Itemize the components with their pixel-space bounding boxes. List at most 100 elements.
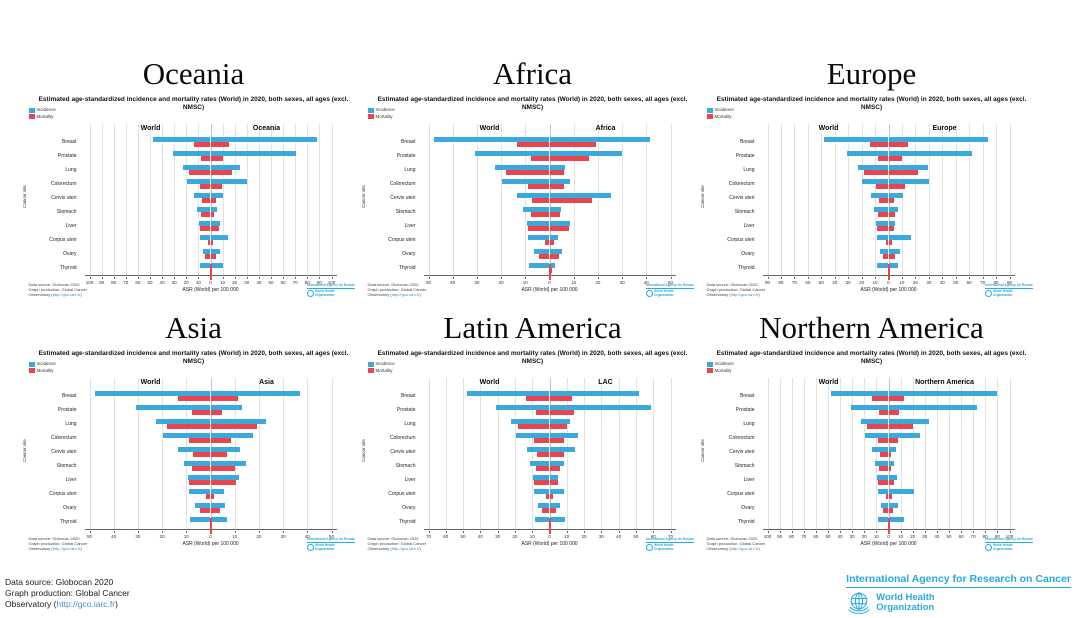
gridline (597, 124, 599, 275)
axis-tick-label: 40 (837, 534, 843, 539)
axis-tickmark (900, 531, 902, 533)
legend-item-mortality: Mortality (367, 114, 395, 121)
axis-tickmark (532, 531, 534, 533)
bar-right-incidence-thyroid (210, 517, 228, 522)
incidence-swatch-icon (706, 107, 713, 113)
chart-footnote-gco-link[interactable]: http://gco.iarc.fr (730, 292, 759, 297)
bar-right-mortality-corpus-uteri (210, 494, 214, 499)
data-source-line-2: Graph production: Global Cancer (5, 588, 130, 598)
bar-right-incidence-ovary (549, 503, 560, 508)
bar-left-incidence-corpus-uteri (877, 489, 889, 494)
chart-footnote-line-1: Data source: Globocan 2020 (367, 536, 419, 541)
zero-axis-marker (888, 264, 890, 280)
category-label-breast: Breast (401, 393, 416, 399)
bar-right-incidence-liver (549, 221, 570, 226)
chart-footnote-gco-link[interactable]: http://gco.iarc.fr (730, 546, 759, 551)
bar-right-incidence-breast (888, 391, 997, 396)
chart-footnote-line-3: Observatory (http://gco.iarc.fr) (707, 546, 766, 551)
legend-label-incidence: Incidence (714, 361, 734, 366)
bar-right-mortality-colorectum (888, 184, 906, 189)
bar-right-incidence-thyroid (210, 263, 224, 268)
axis-tick-label: 90 (99, 280, 105, 285)
x-axis-label: ASR (World) per 100 000 (521, 541, 578, 547)
category-label-thyroid: Thyroid (737, 265, 755, 271)
legend-item-incidence: Incidence (706, 107, 734, 114)
bar-left-mortality-prostate (201, 156, 211, 161)
category-label-lung: Lung (404, 421, 416, 427)
chart-cell-latin-america: Latin America Estimated age-standardized … (360, 308, 702, 556)
axis-tick-label: 50 (328, 534, 334, 539)
gridline (928, 124, 930, 275)
chart-footnote-gco-link[interactable]: http://gco.iarc.fr (391, 292, 420, 297)
bar-left-incidence-cervix-uteri (870, 193, 889, 198)
chart-footnote-line-3: Observatory (http://gco.iarc.fr) (368, 292, 427, 297)
bar-right-incidence-ovary (210, 503, 226, 508)
bar-right-mortality-stomach (549, 212, 560, 217)
gridline (319, 124, 321, 275)
bar-left-incidence-cervix-uteri (178, 447, 211, 452)
chart-cell-asia: Asia Estimated age-standardized incidence… (21, 308, 363, 556)
chart-footnote: Data source: Globocan 2020 Graph producti… (29, 536, 88, 551)
bar-left-incidence-thyroid (528, 263, 550, 268)
gridline (271, 124, 272, 275)
axis-tick-label: 30 (619, 280, 625, 285)
axis-tickmark (319, 277, 321, 279)
gco-link[interactable]: http://gco.iarc.fr (56, 599, 116, 609)
chart-panel-latin-america: Estimated age-standardized incidence and… (360, 348, 700, 554)
axis-tickmark (618, 531, 620, 533)
legend-label-mortality: Mortality (36, 113, 54, 119)
bar-left-mortality-cervix-uteri (536, 452, 550, 457)
chart-footnote-gco-link[interactable]: http://gco.iarc.fr (391, 546, 420, 551)
mini-iarc-logo-text: International Agency for Research on Can… (645, 283, 694, 289)
bar-left-incidence-breast (824, 137, 889, 142)
bar-right-mortality-ovary (210, 254, 217, 259)
bar-left-incidence-liver (526, 221, 550, 226)
axis-tickmark (514, 531, 516, 533)
incidence-swatch-icon (367, 107, 374, 113)
gridline (864, 378, 866, 529)
bar-left-incidence-stomach (873, 207, 889, 212)
bar-right-incidence-prostate (549, 405, 652, 410)
bar-left-mortality-prostate (879, 410, 889, 415)
axis-tick-label: 90 (316, 280, 322, 285)
bar-left-incidence-breast (466, 391, 550, 396)
gridline (815, 378, 817, 529)
bar-right-mortality-corpus-uteri (210, 240, 214, 245)
category-label-cervix-uteri: Cervix uteri (729, 195, 755, 201)
bar-right-incidence-thyroid (888, 517, 904, 522)
bar-left-mortality-colorectum (533, 438, 550, 443)
chart-footnote-gco-link[interactable]: http://gco.iarc.fr (52, 292, 81, 297)
legend-item-incidence: Incidence (367, 107, 395, 114)
chart-mini-logo: International Agency for Research on Can… (645, 537, 694, 551)
chart-mini-logo: International Agency for Research on Can… (984, 283, 1033, 297)
plot-area: World Oceania (84, 124, 337, 280)
axis-tick-label: 30 (280, 534, 286, 539)
axis-tickmark (597, 277, 599, 279)
bar-right-incidence-prostate (888, 151, 972, 156)
gridline (767, 124, 769, 275)
axis-tick-label: 40 (450, 280, 456, 285)
axis-tick-label: 70 (970, 534, 976, 539)
gridline (969, 124, 971, 275)
bar-left-incidence-lung (510, 419, 550, 424)
bar-right-mortality-cervix-uteri (549, 452, 564, 457)
bar-left-mortality-breast (872, 396, 889, 401)
chart-footnote-gco-link[interactable]: http://gco.iarc.fr (52, 546, 81, 551)
gridline (779, 378, 781, 529)
mini-who-logo: World Health Organization (645, 543, 694, 551)
axis-tick-label: 90 (1006, 280, 1012, 285)
chart-subtitle: Estimated age-standardized incidence and… (38, 96, 349, 112)
bar-right-incidence-liver (210, 475, 239, 480)
category-label-stomach: Stomach (56, 463, 77, 469)
gridline (936, 378, 938, 529)
category-label-ovary: Ovary (402, 251, 416, 257)
gridline (174, 124, 176, 275)
bar-right-mortality-liver (210, 480, 237, 485)
chart-footnote-line-1: Data source: Globocan 2020 (367, 282, 419, 287)
axis-tick-label: 20 (159, 534, 165, 539)
category-label-stomach: Stomach (395, 463, 416, 469)
bar-right-mortality-prostate (210, 156, 224, 161)
axis-tick-label: 10 (232, 534, 238, 539)
gridline (875, 124, 877, 275)
axis-tickmark (767, 277, 769, 279)
